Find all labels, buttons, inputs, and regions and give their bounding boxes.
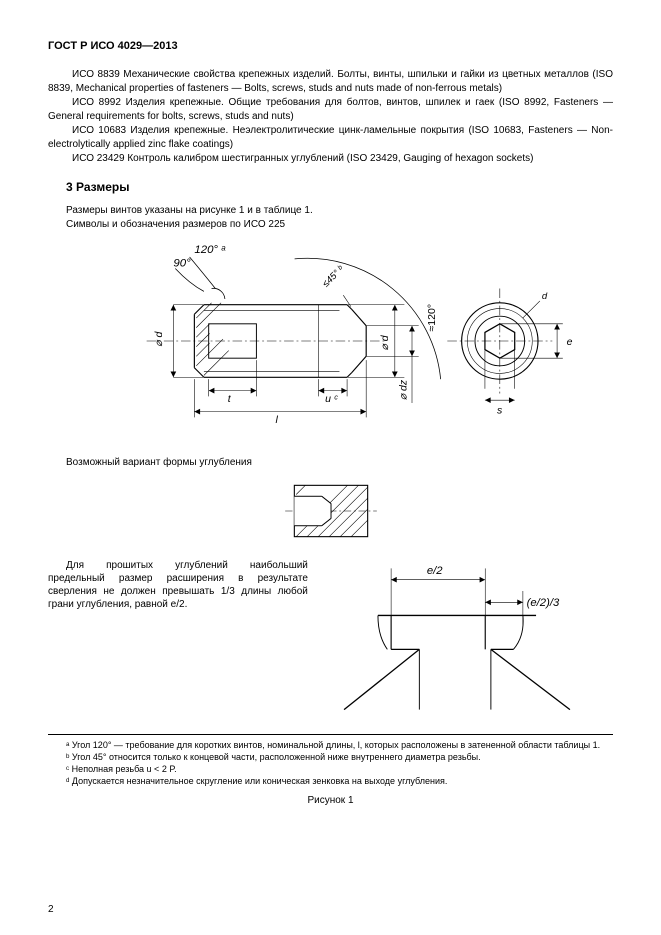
socket-variant-drawing (276, 474, 386, 548)
caption-variant: Возможный вариант формы углубления (66, 457, 613, 468)
dim-phi-d-right: ⌀ d (379, 334, 391, 350)
figure-1-main: 120° ᵃ 90° (48, 236, 613, 451)
doc-header: ГОСТ Р ИСО 4029—2013 (48, 40, 613, 52)
dim-phi-d-left: ⌀ d (153, 330, 165, 346)
e2-drawing: e/2 (e/2)/3 (322, 559, 592, 719)
ref-para-4: ИСО 23429 Контроль калибром шестигранных… (48, 152, 613, 166)
broached-para: Для прошитых углублений наибольший преде… (48, 559, 308, 611)
figure-variant (48, 474, 613, 553)
page-number: 2 (48, 904, 54, 915)
dim-e: e (567, 335, 573, 347)
dim-phi-dz: ⌀ dz (397, 379, 409, 400)
figure-label: Рисунок 1 (48, 795, 613, 806)
ref-para-3: ИСО 10683 Изделия крепежные. Неэлектроли… (48, 124, 613, 151)
dim-u: u ᶜ (325, 393, 338, 405)
intro-1: Размеры винтов указаны на рисунке 1 и в … (48, 204, 613, 218)
angle-45-label: ≤45° ᵇ (320, 263, 346, 289)
figure-e2: e/2 (e/2)/3 (322, 559, 613, 724)
angle-90-label: 90° (173, 257, 191, 269)
angle-120-label: 120° ᵃ (194, 244, 226, 256)
page: ГОСТ Р ИСО 4029—2013 ИСО 8839 Механическ… (0, 0, 661, 935)
broached-text: Для прошитых углублений наибольший преде… (48, 559, 308, 724)
ref-para-2: ИСО 8992 Изделия крепежные. Общие требов… (48, 96, 613, 123)
e2-label: e/2 (427, 565, 443, 577)
intro-2: Символы и обозначения размеров по ИСО 22… (48, 218, 613, 232)
ref-para-1: ИСО 8839 Механические свойства крепежных… (48, 68, 613, 95)
set-screw-drawing: 120° ᵃ 90° (48, 236, 608, 446)
dim-d-sup: d (542, 291, 548, 302)
dim-l: l (276, 414, 279, 426)
footnote-c: ᶜ Неполная резьба u < 2 P. (48, 763, 613, 775)
section-title: 3 Размеры (66, 180, 613, 194)
dim-t: t (228, 393, 232, 405)
footnotes: ᵃ Угол 120° — требование для коротких ви… (48, 734, 613, 788)
footnote-b: ᵇ Угол 45° относится только к концевой ч… (48, 751, 613, 763)
footnote-d: ᵈ Допускается незначительное скругление … (48, 775, 613, 787)
screw-body: t u ᶜ l ⌀ d (147, 258, 441, 426)
dim-s: s (497, 404, 503, 416)
footnote-a: ᵃ Угол 120° — требование для коротких ви… (48, 739, 613, 751)
approx-120-label: ≈120° (426, 303, 438, 330)
end-view: d e s (447, 288, 572, 416)
two-col-block: Для прошитых углублений наибольший преде… (48, 559, 613, 724)
e23-label: (e/2)/3 (527, 597, 560, 609)
